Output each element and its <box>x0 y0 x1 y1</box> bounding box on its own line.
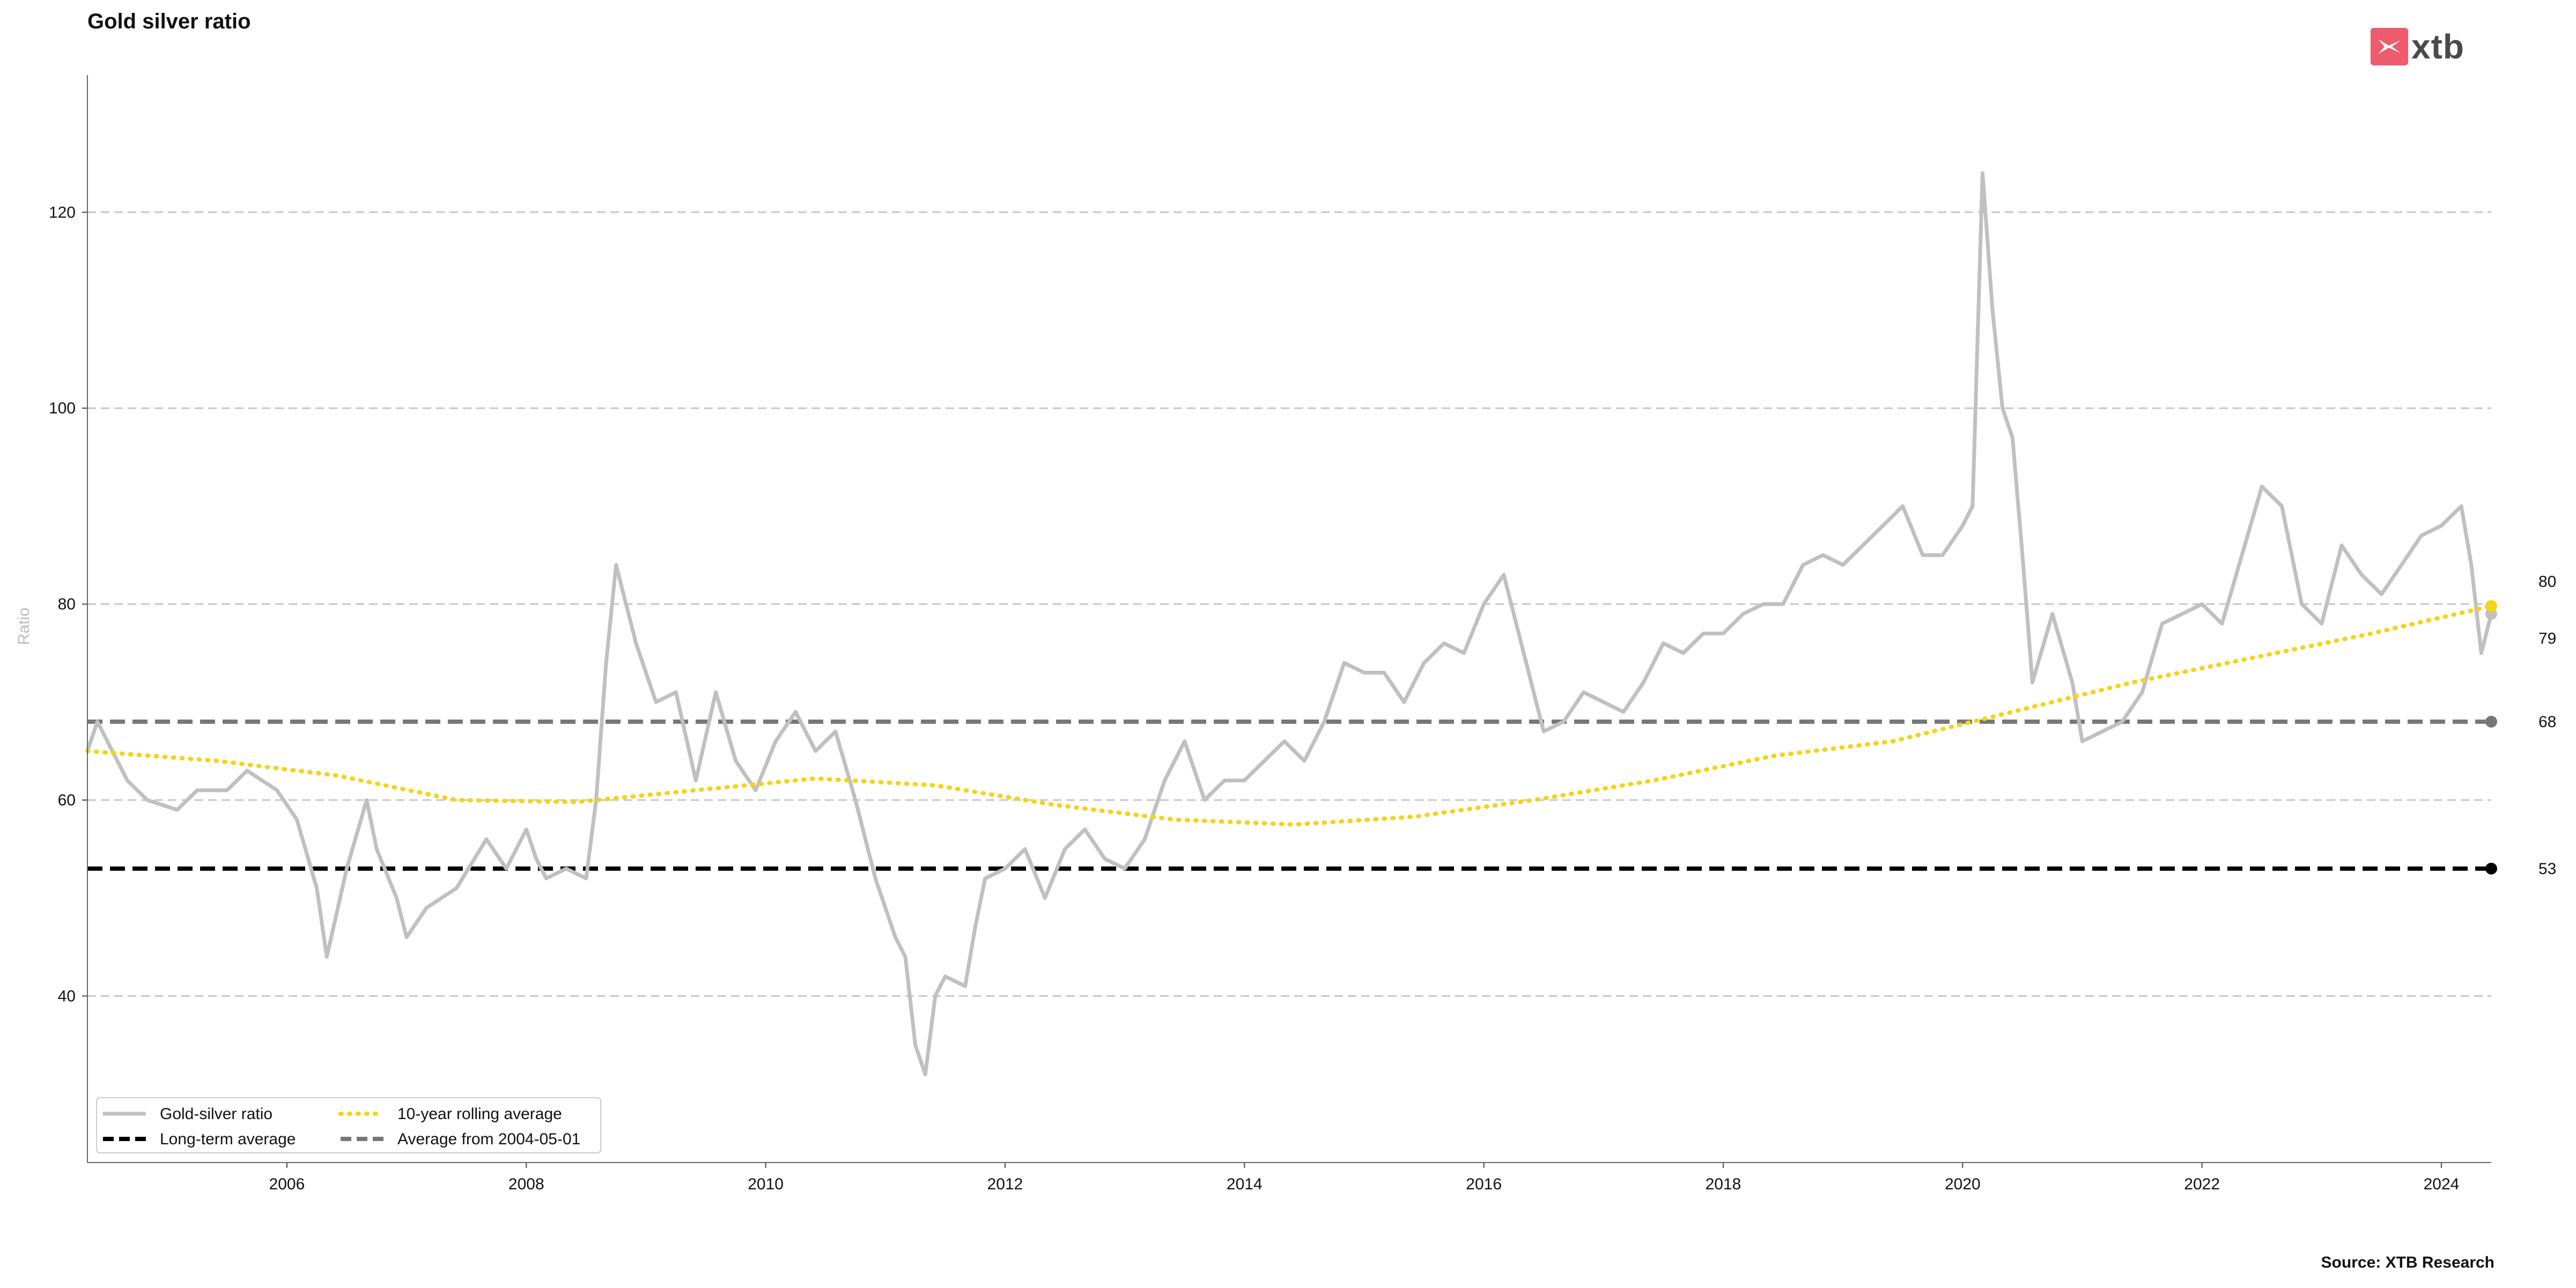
grid-lines <box>87 211 2491 997</box>
y-tick-label: 40 <box>58 987 76 1005</box>
legend: Gold-silver ratio 10-year rolling average… <box>96 1097 601 1153</box>
axes <box>82 75 2491 1168</box>
legend-label: 10-year rolling average <box>397 1105 562 1123</box>
ref-end-marker <box>2485 715 2497 728</box>
y-tick-labels: 40 60 80 100 120 <box>49 204 76 1005</box>
series-line-10-year-rolling-average <box>85 604 2493 827</box>
x-tick-label: 2014 <box>1227 1175 1263 1193</box>
end-value-label: 80 <box>2538 573 2556 591</box>
reference-lines <box>87 715 2497 875</box>
x-tick-labels: 2006 2008 2010 2012 2014 2016 2018 2020 2022 2024 <box>269 1175 2460 1193</box>
y-tick-label: 100 <box>49 399 76 417</box>
y-tick-label: 60 <box>58 791 76 809</box>
legend-box <box>96 1097 601 1153</box>
x-tick-label: 2024 <box>2424 1175 2460 1193</box>
y-axis-label: Ratio <box>15 608 33 645</box>
end-value-label: 68 <box>2538 713 2556 731</box>
legend-label: Long-term average <box>160 1130 296 1148</box>
x-tick-label: 2008 <box>508 1175 544 1193</box>
x-tick-label: 2018 <box>1706 1175 1741 1193</box>
x-tick-label: 2022 <box>2184 1175 2220 1193</box>
x-tick-label: 2016 <box>1466 1175 1502 1193</box>
x-tick-label: 2020 <box>1945 1175 1981 1193</box>
y-tick-label: 80 <box>58 596 76 613</box>
end-value-labels: 80 79 68 53 <box>2538 573 2556 878</box>
x-tick-label: 2010 <box>748 1175 784 1193</box>
source-note: Source: XTB Research <box>2321 1254 2494 1271</box>
x-tick-label: 2006 <box>269 1175 305 1193</box>
legend-label: Gold-silver ratio <box>160 1105 272 1123</box>
series-lines <box>85 171 2497 1077</box>
y-tick-label: 120 <box>49 204 76 221</box>
end-value-label: 53 <box>2538 860 2556 878</box>
series-line-gold-silver-ratio <box>85 171 2493 1077</box>
xtb-logo-text: xtb <box>2411 27 2464 66</box>
series-end-marker <box>2485 600 2497 612</box>
ref-end-marker <box>2485 862 2497 875</box>
xtb-logo-icon <box>2371 28 2408 65</box>
legend-label: Average from 2004-05-01 <box>397 1130 580 1148</box>
end-value-label: 79 <box>2538 630 2556 648</box>
chart-title: Gold silver ratio <box>87 10 251 33</box>
x-tick-label: 2012 <box>987 1175 1023 1193</box>
xtb-logo: xtb <box>2371 27 2464 66</box>
